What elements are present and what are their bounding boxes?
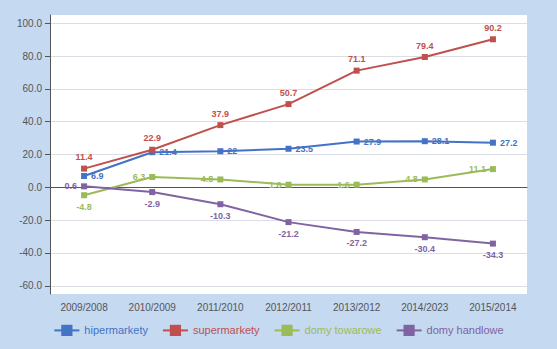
svg-text:-2.9: -2.9 — [144, 199, 160, 209]
svg-text:-27.2: -27.2 — [346, 238, 367, 248]
svg-text:2010/2009: 2010/2009 — [129, 302, 177, 313]
svg-text:27.2: 27.2 — [500, 138, 518, 148]
svg-text:-20.0: -20.0 — [19, 215, 42, 226]
svg-text:2011/2010: 2011/2010 — [197, 302, 244, 313]
svg-text:28.1: 28.1 — [432, 136, 450, 146]
svg-text:60.0: 60.0 — [23, 83, 43, 94]
svg-text:1.6: 1.6 — [337, 180, 350, 190]
svg-text:40.0: 40.0 — [23, 116, 43, 127]
svg-text:domy handlowe: domy handlowe — [427, 324, 504, 336]
svg-text:-60.0: -60.0 — [19, 280, 42, 291]
svg-text:71.1: 71.1 — [348, 54, 366, 64]
svg-text:-21.2: -21.2 — [278, 229, 299, 239]
svg-text:2009/2008: 2009/2008 — [60, 302, 108, 313]
svg-text:6.9: 6.9 — [91, 171, 104, 181]
svg-text:-30.4: -30.4 — [415, 244, 436, 254]
svg-text:100.0: 100.0 — [17, 18, 42, 29]
svg-text:supermarkety: supermarkety — [193, 324, 260, 336]
svg-text:4.8: 4.8 — [201, 174, 214, 184]
svg-text:90.2: 90.2 — [484, 23, 502, 33]
svg-text:11.1: 11.1 — [469, 164, 486, 174]
svg-text:domy towarowe: domy towarowe — [305, 324, 382, 336]
svg-text:2013/2012: 2013/2012 — [333, 302, 381, 313]
svg-text:0.6: 0.6 — [65, 181, 78, 191]
svg-text:2015/2014: 2015/2014 — [469, 302, 517, 313]
svg-text:27.9: 27.9 — [364, 137, 382, 147]
svg-text:23.5: 23.5 — [296, 144, 314, 154]
svg-text:22.9: 22.9 — [143, 133, 161, 143]
svg-text:11.4: 11.4 — [76, 152, 93, 162]
svg-text:6.3: 6.3 — [133, 172, 146, 182]
svg-text:79.4: 79.4 — [416, 41, 434, 51]
svg-text:-34.3: -34.3 — [483, 250, 504, 260]
svg-text:21.4: 21.4 — [159, 147, 177, 157]
svg-text:20.0: 20.0 — [23, 149, 43, 160]
svg-text:22: 22 — [227, 146, 237, 156]
svg-text:-10.3: -10.3 — [210, 211, 231, 221]
svg-text:1.6: 1.6 — [269, 180, 282, 190]
svg-text:37.9: 37.9 — [212, 109, 230, 119]
svg-text:-40.0: -40.0 — [19, 247, 42, 258]
svg-text:50.7: 50.7 — [280, 88, 298, 98]
svg-text:4.8: 4.8 — [405, 174, 418, 184]
svg-text:0.0: 0.0 — [28, 182, 42, 193]
svg-text:2012/2011: 2012/2011 — [265, 302, 312, 313]
svg-text:80.0: 80.0 — [23, 51, 43, 62]
svg-text:-4.8: -4.8 — [76, 202, 92, 212]
svg-text:hipermarkety: hipermarkety — [84, 324, 148, 336]
svg-text:2014/2023: 2014/2023 — [401, 302, 449, 313]
